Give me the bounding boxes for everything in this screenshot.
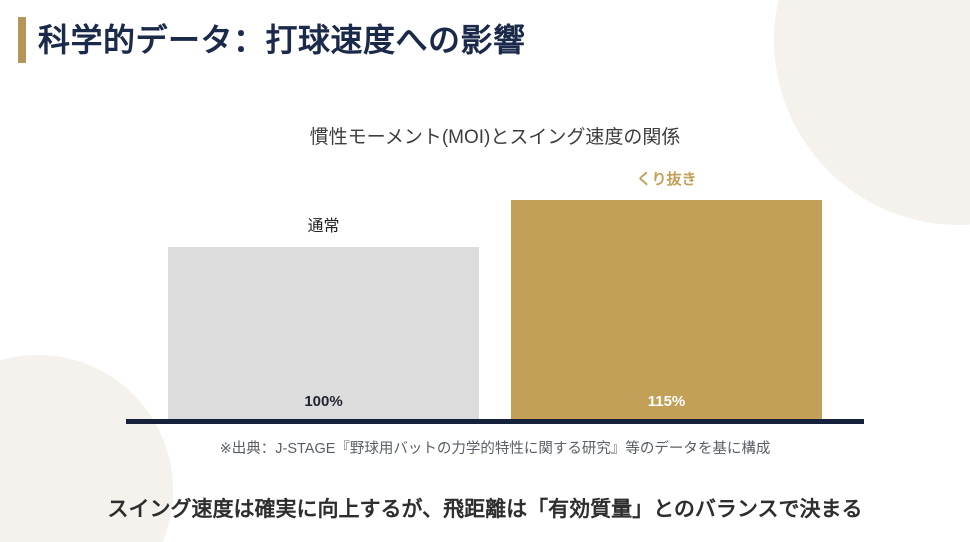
bar-category-label-normal: 通常 bbox=[307, 218, 340, 235]
moi-bar-chart: 慣性モーメント(MOI)とスイング速度の関係 通常 100% くり抜き 115%… bbox=[126, 0, 864, 460]
title-accent-bar bbox=[18, 17, 26, 63]
chart-baseline bbox=[126, 419, 864, 424]
page-title: 科学的データ：打球速度への影響 bbox=[38, 22, 526, 58]
chart-title: 慣性モーメント(MOI)とスイング速度の関係 bbox=[309, 127, 681, 148]
plot-area: 通常 100% くり抜き 115% bbox=[126, 165, 864, 419]
slide-header: 科学的データ：打球速度への影響 bbox=[18, 14, 526, 66]
bar-normal: 100% bbox=[168, 247, 479, 419]
bar-category-label-hollowed: くり抜き bbox=[636, 171, 697, 188]
conclusion-text: スイング速度は確実に向上するが、飛距離は「有効質量」とのバランスで決まる bbox=[107, 498, 863, 521]
source-note: ※出典：J-STAGE『野球用バットの力学的特性に関する研究』等のデータを基に構… bbox=[219, 441, 771, 457]
bar-group-normal: 通常 100% bbox=[168, 165, 479, 419]
bar-group-hollowed: くり抜き 115% bbox=[511, 165, 822, 419]
bar-hollowed: 115% bbox=[511, 200, 822, 419]
bar-value-label-hollowed: 115% bbox=[647, 393, 686, 410]
bar-value-label-normal: 100% bbox=[304, 393, 343, 410]
